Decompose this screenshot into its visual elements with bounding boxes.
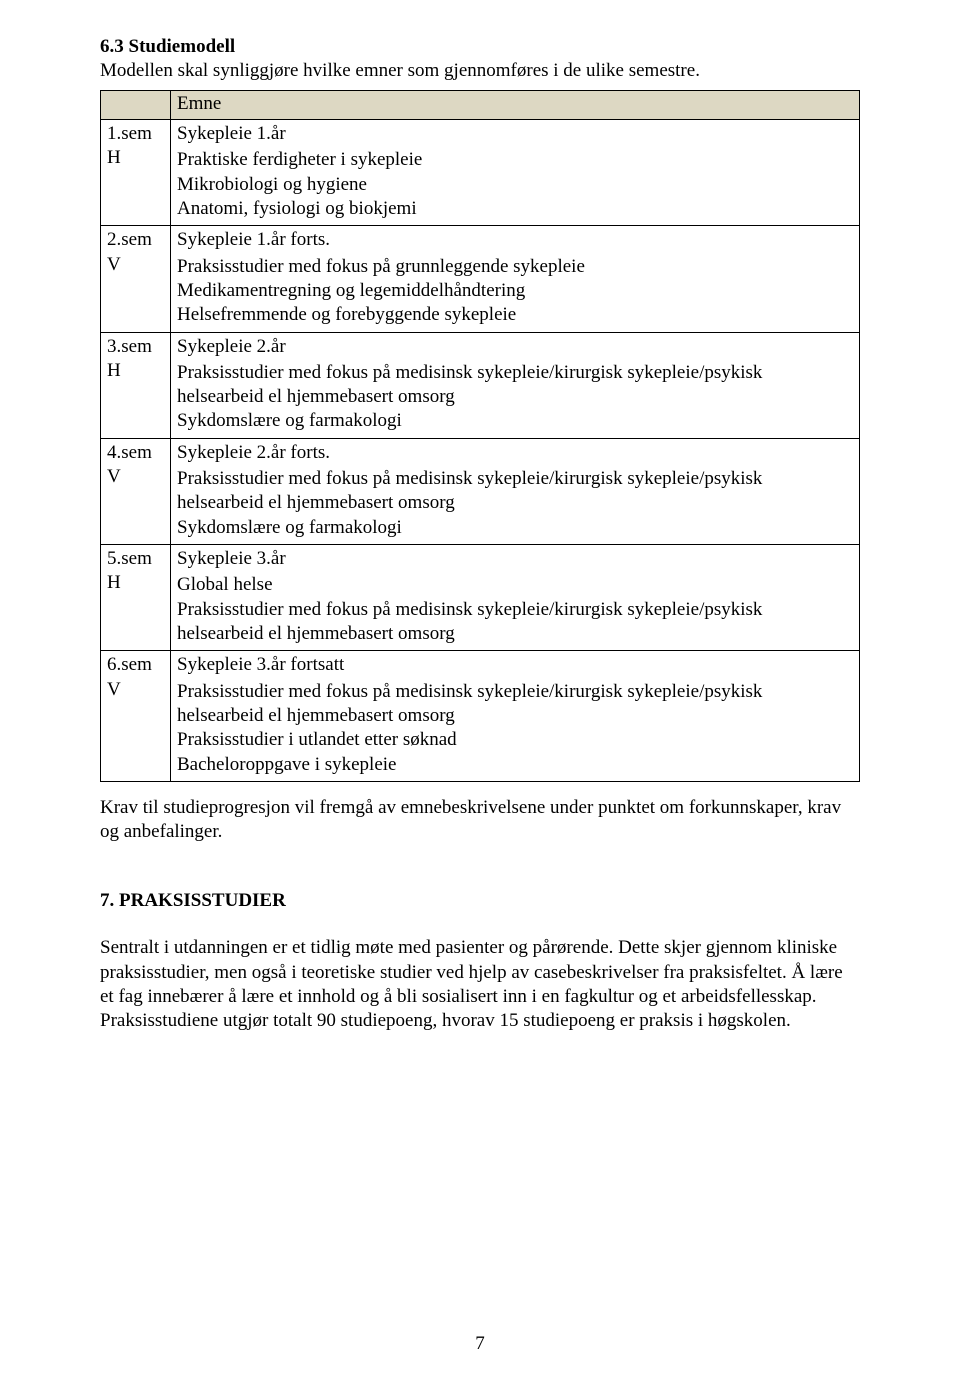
after-table-paragraph: Krav til studieprogresjon vil fremgå av …: [100, 796, 860, 845]
emne-cell: Sykepleie 3.år fortsatt Praksisstudier me…: [171, 651, 860, 782]
section-intro: Modellen skal synliggjøre hvilke emner s…: [100, 60, 860, 82]
emne-line: Praktiske ferdigheter i sykepleie: [177, 148, 853, 172]
emne-line: Sykepleie 2.år forts.: [177, 441, 853, 465]
table-header-left: [101, 91, 171, 120]
emne-line: Medikamentregning og legemiddelhåndterin…: [177, 279, 853, 303]
sem-cell: 4.semV: [101, 438, 171, 544]
emne-line: Mikrobiologi og hygiene: [177, 173, 853, 197]
table-row: 3.semH Sykepleie 2.årPraksisstudier med …: [101, 332, 860, 438]
emne-line: Praksisstudier med fokus på medisinsk sy…: [177, 467, 853, 516]
emne-line: Global helse: [177, 573, 853, 597]
emne-line: Praksisstudier med fokus på medisinsk sy…: [177, 598, 853, 647]
document-page: 6.3 Studiemodell Modellen skal synliggjø…: [0, 0, 960, 1379]
table-header-row: Emne: [101, 91, 860, 120]
emne-line: Sykepleie 1.år forts.: [177, 228, 853, 252]
emne-line: Sykepleie 2.år: [177, 335, 853, 359]
emne-cell: Sykepleie 1.år forts. Praksisstudier med …: [171, 226, 860, 332]
emne-line: Sykdomslære og farmakologi: [177, 516, 853, 540]
table-row: 5.semH Sykepleie 3.årGlobal helsePraksis…: [101, 545, 860, 651]
emne-line: Sykepleie 3.år: [177, 547, 853, 571]
table-row: 2.semV Sykepleie 1.år forts. Praksisstudi…: [101, 226, 860, 332]
emne-cell: Sykepleie 2.år forts.Praksisstudier med …: [171, 438, 860, 544]
table-row: 4.semV Sykepleie 2.år forts.Praksisstudi…: [101, 438, 860, 544]
section7-title: 7. PRAKSISSTUDIER: [100, 890, 860, 912]
table-header-right: Emne: [171, 91, 860, 120]
table-row: 1.semH Sykepleie 1.årPraktiske ferdighet…: [101, 120, 860, 226]
sem-cell: 2.semV: [101, 226, 171, 332]
sem-cell: 3.semH: [101, 332, 171, 438]
emne-cell: Sykepleie 2.årPraksisstudier med fokus p…: [171, 332, 860, 438]
emne-line: Praksisstudier med fokus på grunnleggend…: [177, 255, 853, 279]
emne-line: Praksisstudier med fokus på medisinsk sy…: [177, 361, 853, 410]
emne-line: Helsefremmende og forebyggende sykepleie: [177, 303, 853, 327]
emne-line: Praksisstudier med fokus på medisinsk sy…: [177, 680, 853, 729]
emne-line: Praksisstudier i utlandet etter søknad: [177, 728, 853, 752]
emne-cell: Sykepleie 1.årPraktiske ferdigheter i sy…: [171, 120, 860, 226]
sem-cell: 1.semH: [101, 120, 171, 226]
sem-cell: 5.semH: [101, 545, 171, 651]
section-title: 6.3 Studiemodell: [100, 36, 860, 58]
emne-line: Bacheloroppgave i sykepleie: [177, 753, 853, 777]
emne-cell: Sykepleie 3.årGlobal helsePraksisstudier…: [171, 545, 860, 651]
studiemodell-table: Emne 1.semH Sykepleie 1.årPraktiske ferd…: [100, 90, 860, 782]
section7-paragraph: Sentralt i utdanningen er et tidlig møte…: [100, 936, 860, 1033]
emne-line: Sykepleie 1.år: [177, 122, 853, 146]
sem-cell: 6.semV: [101, 651, 171, 782]
table-row: 6.semV Sykepleie 3.år fortsatt Praksisstu…: [101, 651, 860, 782]
emne-line: Sykdomslære og farmakologi: [177, 409, 853, 433]
page-number: 7: [0, 1333, 960, 1355]
emne-line: Anatomi, fysiologi og biokjemi: [177, 197, 853, 221]
emne-line: Sykepleie 3.år fortsatt: [177, 653, 853, 677]
